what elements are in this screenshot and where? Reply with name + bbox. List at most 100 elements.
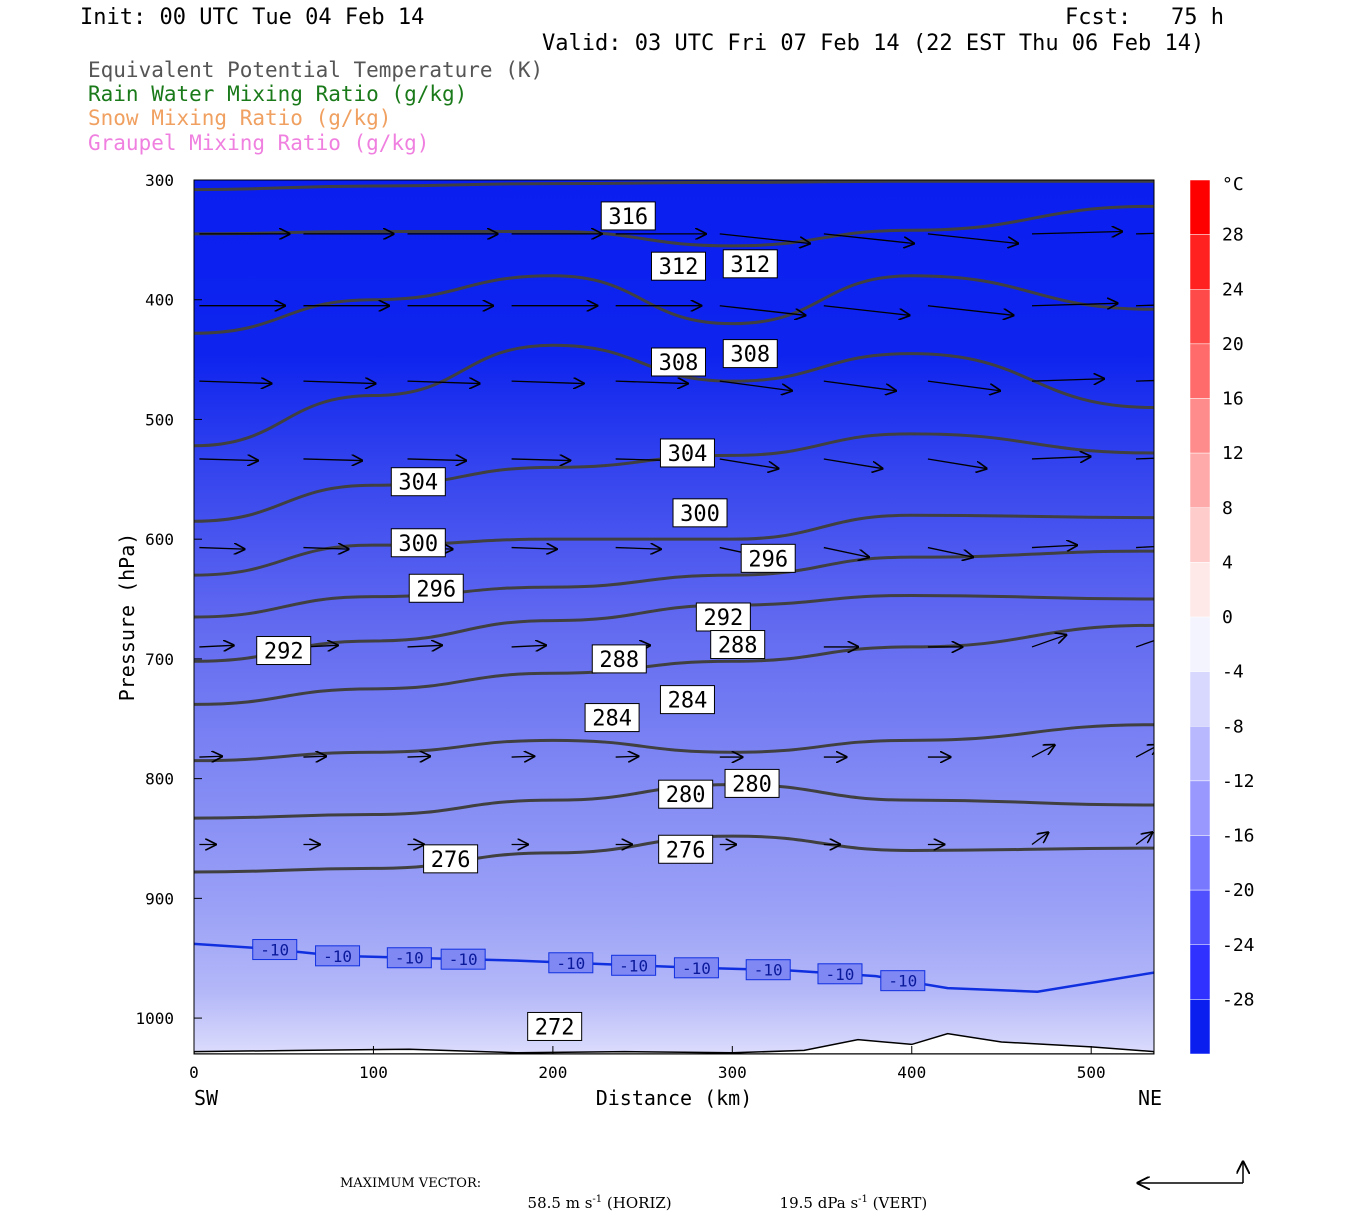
isotherm-label: -10 — [386, 947, 432, 969]
wind-vector — [927, 458, 987, 469]
wind-vector — [1031, 231, 1122, 233]
x-tick-label: 500 — [1077, 1063, 1106, 1082]
contour-label: 292 — [256, 636, 312, 666]
colorbar-tick: -4 — [1222, 662, 1244, 683]
colorbar-swatch — [1189, 398, 1211, 454]
colorbar-swatch — [1189, 507, 1211, 563]
contour-label: 304 — [659, 438, 715, 468]
svg-text:-10: -10 — [619, 956, 648, 975]
svg-text:288: 288 — [599, 648, 639, 673]
wind-vector — [199, 548, 244, 550]
contour-label: 272 — [527, 1011, 583, 1041]
wind-vector — [1031, 379, 1104, 381]
wind-vector — [1136, 304, 1154, 307]
legend-rain-water: Rain Water Mixing Ratio (g/kg) — [88, 82, 468, 106]
x-axis-label: Distance (km) — [596, 1086, 753, 1110]
theta-e-contour-288 — [194, 593, 1154, 663]
max-vector-vert: 19.5 dPa s-1 (VERT) — [770, 1176, 928, 1212]
y-tick-label: 700 — [145, 650, 174, 669]
wind-vector — [199, 645, 233, 647]
wind-vector — [1031, 635, 1066, 648]
reference-vector — [1138, 1162, 1243, 1183]
vert-value: 19.5 dPa s — [779, 1194, 859, 1212]
contour-label: 288 — [710, 630, 766, 660]
wind-vector — [199, 756, 222, 757]
wind-vector — [719, 380, 792, 391]
contour-label: 284 — [584, 703, 640, 733]
wind-vector — [407, 459, 467, 461]
svg-text:-10: -10 — [556, 954, 585, 973]
svg-text:316: 316 — [608, 205, 648, 230]
contour-label: 284 — [659, 685, 715, 715]
contour-label: 312 — [650, 251, 706, 281]
isotherm-label: -10 — [611, 954, 657, 976]
colorbar-swatch — [1189, 999, 1211, 1055]
wind-vector — [927, 380, 1000, 391]
wind-vector — [1135, 832, 1152, 846]
isotherm-label: -10 — [440, 948, 486, 970]
isotherm-label: -10 — [548, 952, 594, 974]
wind-vector — [615, 548, 661, 550]
svg-text:292: 292 — [264, 640, 304, 665]
wind-vector — [1031, 545, 1077, 547]
wind-vector — [719, 233, 810, 244]
legend-snow: Snow Mixing Ratio (g/kg) — [88, 106, 392, 130]
contour-label: 296 — [408, 573, 464, 603]
temperature-shading — [194, 180, 1154, 1054]
svg-text:312: 312 — [659, 255, 699, 280]
wind-vector — [199, 381, 271, 383]
colorbar-unit: °C — [1222, 174, 1244, 195]
wind-vector — [511, 756, 535, 757]
legend-graupel: Graupel Mixing Ratio (g/kg) — [88, 131, 430, 155]
wind-vector — [303, 756, 326, 757]
y-tick-label: 900 — [145, 889, 174, 908]
wind-vector — [927, 233, 1018, 244]
isotherm-label: -10 — [745, 959, 791, 981]
theta-e-contour-312 — [194, 204, 1154, 248]
colorbar-swatch — [1189, 780, 1211, 836]
wind-vector — [407, 756, 431, 757]
svg-text:312: 312 — [730, 253, 770, 278]
theta-e-contour-304 — [194, 343, 1154, 448]
wind-vector — [511, 381, 584, 383]
contour-label: 308 — [650, 347, 706, 377]
colorbar-tick: -16 — [1222, 826, 1255, 847]
wind-vector — [303, 381, 375, 383]
wind-vector — [1136, 457, 1154, 460]
isotherm-label: -10 — [817, 963, 863, 985]
wind-vector — [823, 305, 910, 316]
ne-end-label: NE — [1138, 1086, 1162, 1110]
max-vector-horiz: 58.5 m s-1 (HORIZ) — [518, 1176, 672, 1212]
colorbar-tick: 4 — [1222, 552, 1233, 573]
wind-vector — [615, 381, 688, 383]
isotherm-label: -10 — [315, 945, 361, 967]
colorbar-swatch — [1189, 234, 1211, 290]
svg-text:296: 296 — [748, 547, 788, 572]
wind-vector — [407, 645, 442, 647]
colorbar-swatch — [1189, 944, 1211, 1000]
y-tick-label: 500 — [145, 410, 174, 429]
wind-vector — [511, 645, 546, 647]
svg-text:292: 292 — [703, 606, 743, 631]
vert-tag: (VERT) — [867, 1194, 928, 1212]
contour-label: 288 — [591, 644, 647, 674]
colorbar-tick: 28 — [1222, 225, 1244, 246]
y-axis-label: Pressure (hPa) — [115, 533, 139, 702]
theta-e-contour-284 — [194, 623, 1154, 706]
svg-text:296: 296 — [416, 577, 456, 602]
svg-text:280: 280 — [732, 772, 772, 797]
svg-text:280: 280 — [666, 783, 706, 808]
x-tick-label: 0 — [189, 1063, 199, 1082]
colorbar-tick: -28 — [1222, 989, 1255, 1010]
contour-label: 308 — [722, 339, 778, 369]
colorbar-swatch — [1189, 562, 1211, 618]
wind-vector — [1136, 232, 1154, 235]
isotherm-label: -10 — [673, 957, 719, 979]
contour-label: 304 — [390, 467, 446, 497]
max-vector-label: MAXIMUM VECTOR: — [340, 1176, 482, 1191]
contour-label: 312 — [722, 249, 778, 279]
colorbar-tick: 20 — [1222, 334, 1244, 355]
colorbar-tick: 24 — [1222, 279, 1244, 300]
svg-text:-10: -10 — [826, 965, 855, 984]
y-tick-label: 800 — [145, 770, 174, 789]
